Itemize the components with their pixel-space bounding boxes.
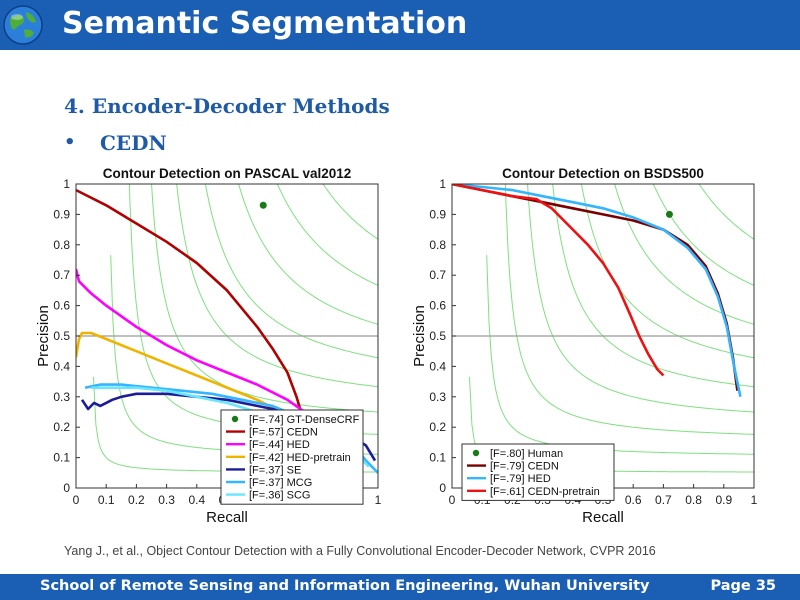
bsds500-pr-chart: 000.10.10.20.20.30.30.40.40.50.50.60.60.…	[404, 160, 762, 530]
chart-svg: 000.10.10.20.20.30.30.40.40.50.50.60.60.…	[35, 166, 382, 526]
y-tick-label: 0.2	[53, 420, 70, 434]
pascal-pr-chart: 000.10.10.20.20.30.30.40.40.50.50.60.60.…	[28, 160, 386, 530]
y-tick-label: 0.4	[429, 359, 446, 373]
chart-title: Contour Detection on PASCAL val2012	[103, 166, 352, 181]
footer-bar: School of Remote Sensing and Information…	[0, 574, 800, 600]
y-tick-label: 1	[63, 177, 70, 191]
legend-label: [F=.57] CEDN	[249, 427, 318, 439]
x-tick-label: 0	[73, 493, 80, 507]
iso-f-line	[652, 184, 754, 286]
legend-label: [F=.36] SCG	[249, 490, 310, 502]
globe-icon	[3, 5, 43, 45]
legend-label: [F=.79] HED	[490, 473, 551, 485]
x-tick-label: 0.6	[625, 493, 642, 507]
y-tick-label: 1	[439, 177, 446, 191]
legend-marker	[231, 415, 239, 423]
iso-f-line	[580, 184, 754, 359]
y-tick-label: 0.9	[429, 207, 446, 221]
legend-label: [F=.80] Human	[490, 448, 563, 460]
legend-label: [F=.74] GT-DenseCRF	[249, 414, 360, 426]
iso-f-line	[486, 255, 754, 455]
bullet-marker: •	[64, 132, 76, 153]
iso-f-line	[504, 184, 754, 435]
iso-f-line	[204, 184, 378, 359]
footer-school: School of Remote Sensing and Information…	[40, 578, 650, 594]
x-tick-label: 0.9	[715, 493, 732, 507]
legend-label: [F=.61] CEDN-pretrain	[490, 486, 600, 498]
iso-f-line	[322, 184, 378, 240]
data-point	[665, 210, 673, 218]
legend-marker	[472, 449, 480, 457]
x-axis-label: Recall	[206, 509, 248, 526]
y-axis-label: Precision	[411, 305, 428, 367]
series-line	[452, 184, 742, 398]
y-tick-label: 0.3	[53, 390, 70, 404]
x-tick-label: 0.7	[655, 493, 672, 507]
y-tick-label: 0.4	[53, 359, 70, 373]
iso-f-line	[276, 184, 378, 286]
bullet-text: CEDN	[100, 131, 167, 155]
y-tick-label: 0.1	[53, 451, 70, 465]
iso-f-line	[698, 184, 754, 240]
x-axis-label: Recall	[582, 509, 624, 526]
x-tick-label: 1	[751, 493, 758, 507]
y-tick-label: 0.5	[429, 329, 446, 343]
citation: Yang J., et al., Object Contour Detectio…	[64, 544, 656, 558]
x-tick-label: 0.4	[188, 493, 205, 507]
legend-label: [F=.42] HED-pretrain	[249, 452, 351, 464]
y-tick-label: 0.8	[429, 238, 446, 252]
section-heading: 4. Encoder-Decoder Methods	[64, 94, 390, 118]
iso-f-line	[238, 184, 378, 325]
legend-label: [F=.37] MCG	[249, 477, 312, 489]
x-tick-label: 0.3	[158, 493, 175, 507]
iso-f-line	[614, 184, 754, 325]
y-tick-label: 0.2	[429, 420, 446, 434]
iso-f-line	[527, 184, 754, 413]
y-tick-label: 0.6	[429, 299, 446, 313]
chart-svg: 000.10.10.20.20.30.30.40.40.50.50.60.60.…	[411, 166, 758, 526]
legend-label: [F=.44] HED	[249, 439, 310, 451]
legend-box	[461, 443, 615, 501]
iso-f-line	[552, 184, 754, 388]
y-axis-label: Precision	[35, 305, 52, 367]
x-tick-label: 0.1	[98, 493, 115, 507]
x-tick-label: 1	[375, 493, 382, 507]
y-tick-label: 0.9	[53, 207, 70, 221]
y-tick-label: 0.6	[53, 299, 70, 313]
iso-f-line	[176, 184, 378, 388]
legend-label: [F=.79] CEDN	[490, 461, 559, 473]
slide-title: Semantic Segmentation	[62, 6, 468, 41]
data-point	[259, 201, 267, 209]
page-number: Page 35	[710, 578, 776, 594]
y-tick-label: 0.3	[429, 390, 446, 404]
series-line	[452, 184, 665, 377]
x-tick-label: 0.8	[685, 493, 702, 507]
series-line	[76, 188, 313, 446]
y-tick-label: 0	[439, 481, 446, 495]
header-bar: Semantic Segmentation	[0, 0, 800, 50]
x-tick-label: 0	[449, 493, 456, 507]
y-tick-label: 0.7	[429, 268, 446, 282]
series-line	[76, 331, 313, 432]
series-group	[452, 184, 742, 398]
y-tick-label: 0.8	[53, 238, 70, 252]
chart-title: Contour Detection on BSDS500	[502, 166, 704, 181]
y-tick-label: 0.1	[429, 451, 446, 465]
y-tick-label: 0.7	[53, 268, 70, 282]
legend-label: [F=.37] SE	[249, 464, 301, 476]
y-tick-label: 0.5	[53, 329, 70, 343]
x-tick-label: 0.2	[128, 493, 145, 507]
y-tick-label: 0	[63, 481, 70, 495]
